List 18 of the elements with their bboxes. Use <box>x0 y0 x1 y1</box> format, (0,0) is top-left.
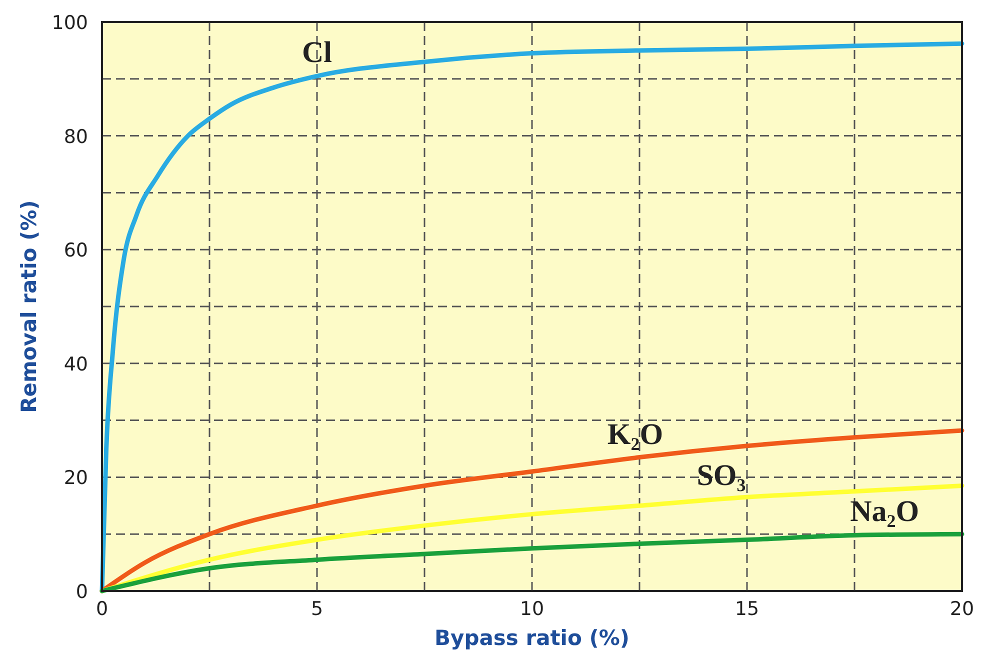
x-tick-label: 5 <box>310 598 324 620</box>
x-tick-label: 20 <box>950 598 974 620</box>
series-label: Cl <box>302 36 332 70</box>
y-tick-label: 40 <box>64 353 88 376</box>
line-series <box>100 532 964 594</box>
x-axis-title: Bypass ratio (%) <box>434 626 630 650</box>
x-tick-label: 10 <box>520 598 544 620</box>
y-axis-title: Removal ratio (%) <box>17 200 41 413</box>
series-label: Na₂O <box>850 494 920 528</box>
series-label: K₂O <box>607 418 664 451</box>
y-tick-label: 100 <box>52 12 88 34</box>
y-tick-label: 20 <box>64 467 88 490</box>
y-tick-label: 80 <box>64 126 88 148</box>
x-tick-label: 15 <box>734 598 760 620</box>
y-tick-label: 0 <box>76 581 88 603</box>
series-label: SO₃ <box>696 459 746 492</box>
y-tick-label: 60 <box>64 240 88 262</box>
x-tick-label: 0 <box>96 598 108 620</box>
